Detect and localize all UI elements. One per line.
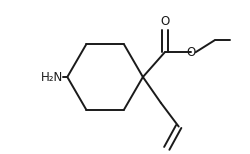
- Text: O: O: [160, 15, 170, 28]
- Text: H₂N: H₂N: [41, 71, 63, 83]
- Text: O: O: [186, 46, 195, 59]
